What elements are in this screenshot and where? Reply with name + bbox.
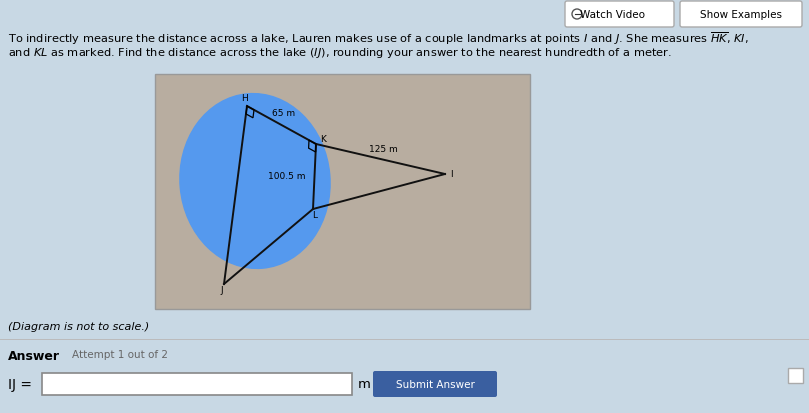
Text: Submit Answer: Submit Answer (396, 379, 474, 389)
Text: L: L (312, 211, 317, 219)
Text: and $KL$ as marked. Find the distance across the lake $(IJ)$, rounding your answ: and $KL$ as marked. Find the distance ac… (8, 46, 671, 60)
Text: Attempt 1 out of 2: Attempt 1 out of 2 (72, 349, 168, 359)
Text: 100.5 m: 100.5 m (268, 172, 305, 181)
FancyBboxPatch shape (565, 2, 674, 28)
Text: H: H (242, 94, 248, 103)
FancyBboxPatch shape (155, 75, 530, 309)
FancyBboxPatch shape (680, 2, 802, 28)
Text: J: J (221, 285, 223, 294)
Text: To indirectly measure the distance across a lake, Lauren makes use of a couple l: To indirectly measure the distance acros… (8, 30, 749, 47)
Text: 65 m: 65 m (272, 109, 295, 118)
Text: (Diagram is not to scale.): (Diagram is not to scale.) (8, 321, 149, 331)
Text: Show Examples: Show Examples (700, 10, 782, 20)
Text: Answer: Answer (8, 349, 60, 362)
Text: m: m (358, 377, 371, 391)
Text: IJ =: IJ = (8, 377, 32, 391)
Text: K: K (320, 135, 326, 144)
FancyBboxPatch shape (42, 373, 352, 395)
FancyBboxPatch shape (788, 368, 803, 383)
Text: Watch Video: Watch Video (581, 10, 646, 20)
Text: I: I (450, 170, 452, 179)
FancyBboxPatch shape (373, 371, 497, 397)
Text: 125 m: 125 m (369, 145, 398, 154)
Ellipse shape (180, 94, 330, 269)
